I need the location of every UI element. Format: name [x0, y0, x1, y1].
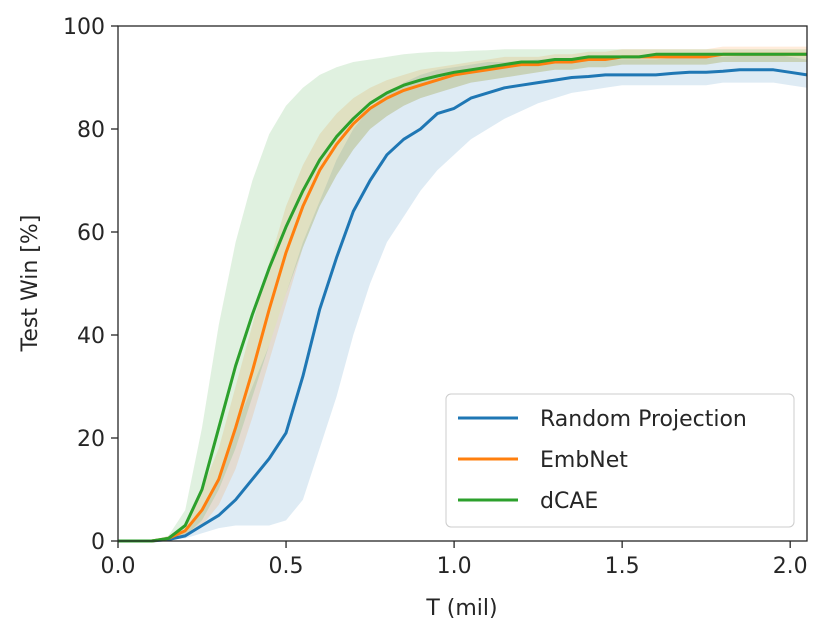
- y-tick-label: 20: [77, 427, 105, 452]
- y-tick-label: 100: [63, 15, 105, 40]
- band-dcae: [118, 49, 807, 541]
- plot-frame: [117, 25, 808, 542]
- legend: Random Projection EmbNet dCAE: [445, 393, 795, 528]
- line-random-projection: [118, 68, 808, 543]
- legend-label-random-projection: Random Projection: [540, 407, 747, 432]
- series-lines: [118, 52, 808, 543]
- x-axis: 0.0 0.5 1.0 1.5 2.0: [101, 541, 808, 579]
- legend-label-embnet: EmbNet: [540, 448, 628, 473]
- x-tick-label: 1.5: [605, 554, 640, 579]
- legend-label-dcae: dCAE: [540, 489, 598, 514]
- y-axis-label: Test Win [%]: [18, 215, 43, 353]
- x-axis-label: T (mil): [425, 596, 497, 621]
- x-tick-label: 0.0: [101, 554, 136, 579]
- y-tick-label: 80: [77, 118, 105, 143]
- line-embnet: [118, 52, 807, 543]
- x-tick-label: 0.5: [269, 554, 304, 579]
- line-dcae: [118, 52, 807, 543]
- x-tick-label: 1.0: [437, 554, 472, 579]
- y-tick-label: 60: [77, 221, 105, 246]
- y-tick-label: 40: [77, 324, 105, 349]
- x-tick-label: 2.0: [773, 554, 808, 579]
- y-tick-label: 0: [91, 530, 105, 555]
- y-axis: 0 20 40 60 80 100: [63, 15, 118, 555]
- legend-box: [445, 393, 795, 528]
